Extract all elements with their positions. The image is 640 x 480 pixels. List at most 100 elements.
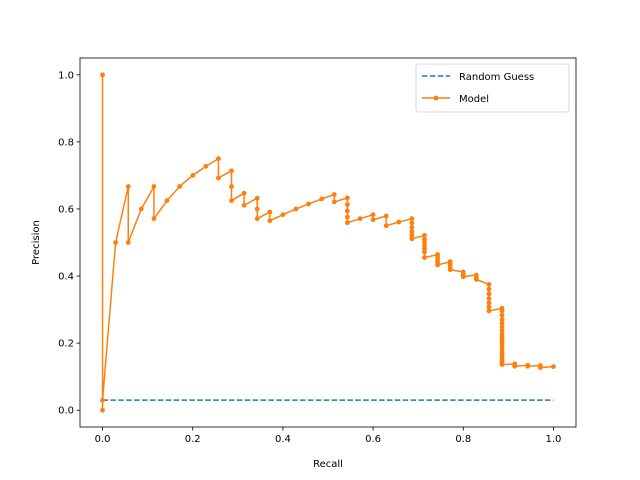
data-point xyxy=(499,324,505,330)
data-point xyxy=(216,156,221,162)
data-point xyxy=(409,225,415,230)
x-tick-label: 0.6 xyxy=(365,434,381,445)
data-point xyxy=(138,206,144,212)
data-point xyxy=(409,220,415,226)
data-point xyxy=(241,190,247,196)
data-point xyxy=(551,364,556,370)
legend: Random Guess Model xyxy=(415,63,570,113)
data-point xyxy=(409,236,415,242)
legend-marker xyxy=(433,95,439,101)
data-point xyxy=(499,328,505,334)
y-tick-label: 0.6 xyxy=(58,204,74,215)
data-point xyxy=(499,362,505,368)
data-point xyxy=(422,233,427,238)
data-point xyxy=(383,213,389,219)
legend-label: Model xyxy=(459,94,489,105)
data-point xyxy=(344,202,350,207)
data-point xyxy=(203,163,209,169)
data-point xyxy=(460,274,466,280)
data-point xyxy=(331,199,337,205)
legend-item: Random Guess xyxy=(422,72,534,83)
data-point xyxy=(499,308,505,314)
data-point xyxy=(216,175,221,181)
y-tick-label: 0.4 xyxy=(58,272,74,283)
data-point xyxy=(151,184,157,189)
data-point xyxy=(499,312,505,318)
data-point xyxy=(100,407,105,413)
legend-item: Model xyxy=(422,94,489,105)
data-point xyxy=(370,212,376,218)
data-point xyxy=(241,202,247,208)
x-tick-label: 0.8 xyxy=(455,434,471,445)
data-point xyxy=(357,216,363,222)
series-model xyxy=(100,72,556,413)
data-point xyxy=(267,209,273,215)
data-point xyxy=(125,184,131,189)
y-axis: 0.0 0.2 0.4 0.6 0.8 1.0 xyxy=(58,70,80,417)
data-point xyxy=(151,216,157,222)
data-point xyxy=(396,219,402,225)
data-point xyxy=(435,262,440,268)
data-point xyxy=(254,216,260,222)
data-point xyxy=(537,365,543,371)
data-point xyxy=(447,267,453,273)
data-point xyxy=(344,208,350,214)
data-point xyxy=(409,229,415,234)
data-point xyxy=(422,255,427,260)
x-tick-label: 1.0 xyxy=(546,434,562,445)
data-point xyxy=(344,214,350,220)
data-point xyxy=(486,282,492,287)
data-point xyxy=(164,198,170,203)
data-point xyxy=(100,72,105,78)
data-point xyxy=(499,344,505,349)
data-point xyxy=(422,240,427,245)
data-point xyxy=(177,184,183,189)
data-point xyxy=(229,198,234,203)
data-point xyxy=(190,173,196,178)
data-point xyxy=(306,201,312,207)
x-axis: 0.0 0.2 0.4 0.6 0.8 1.0 xyxy=(95,427,562,445)
x-tick-label: 0.4 xyxy=(275,434,291,445)
data-point xyxy=(499,340,505,346)
data-point xyxy=(422,236,427,242)
y-tick-label: 0.0 xyxy=(58,406,74,417)
data-point xyxy=(422,249,427,255)
data-point xyxy=(125,240,131,245)
data-point xyxy=(344,195,350,201)
y-axis-label: Precision xyxy=(31,220,42,265)
legend-box xyxy=(415,63,570,113)
data-point xyxy=(280,212,286,218)
data-point xyxy=(409,216,415,222)
axes-frame xyxy=(79,57,577,428)
data-point xyxy=(319,196,325,202)
data-point xyxy=(254,195,260,201)
data-point xyxy=(383,223,389,229)
data-point xyxy=(113,240,119,245)
data-point xyxy=(229,168,234,174)
x-tick-label: 0.2 xyxy=(185,434,201,445)
data-point xyxy=(486,304,492,310)
data-point xyxy=(331,192,337,197)
data-point xyxy=(486,286,492,292)
series-layer xyxy=(100,72,556,413)
data-point xyxy=(344,220,350,226)
y-tick-label: 0.2 xyxy=(58,339,74,350)
data-point xyxy=(100,397,105,403)
data-point xyxy=(486,308,492,314)
data-point xyxy=(499,317,505,323)
data-point xyxy=(486,291,492,297)
data-point xyxy=(486,296,492,301)
data-point xyxy=(499,320,505,326)
y-tick-label: 1.0 xyxy=(58,70,74,81)
data-point xyxy=(409,232,415,238)
legend-label: Random Guess xyxy=(459,72,534,83)
y-tick-label: 0.8 xyxy=(58,137,74,148)
x-tick-label: 0.0 xyxy=(95,434,111,445)
data-point xyxy=(254,206,260,212)
data-point xyxy=(486,300,492,306)
data-point xyxy=(229,184,234,189)
x-axis-label: Recall xyxy=(313,459,343,470)
data-point xyxy=(370,217,376,223)
data-point xyxy=(473,277,479,282)
